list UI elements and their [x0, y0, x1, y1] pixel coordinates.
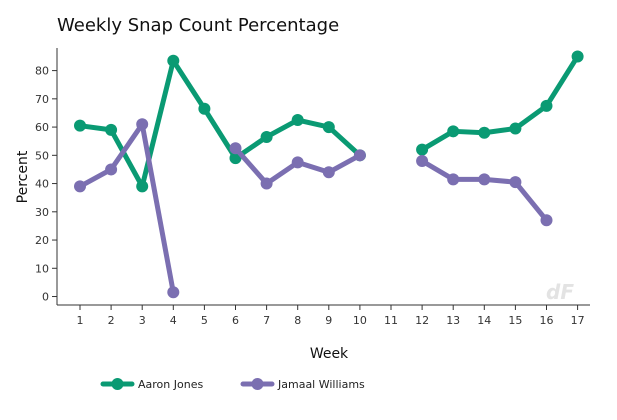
data-point: [540, 214, 553, 227]
data-point: [136, 180, 149, 193]
x-tick-label: 1: [77, 314, 84, 327]
x-tick-label: 12: [415, 314, 429, 327]
data-point: [416, 143, 429, 156]
x-tick-label: 4: [170, 314, 177, 327]
y-tick-label: 50: [35, 149, 49, 162]
series-group: [74, 118, 553, 299]
data-point: [105, 123, 118, 136]
data-point: [447, 125, 460, 138]
y-axis-title: Percent: [15, 150, 31, 203]
y-tick-label: 20: [35, 234, 49, 247]
data-point: [167, 286, 180, 299]
data-point: [291, 114, 304, 127]
x-tick-label: 8: [294, 314, 301, 327]
legend: Aaron Jones Jamaal Williams: [100, 378, 365, 391]
y-tick-label: 40: [35, 178, 49, 191]
data-point: [509, 176, 522, 189]
x-tick-label: 5: [201, 314, 208, 327]
data-point: [322, 166, 335, 179]
series-layer: [74, 50, 584, 299]
data-point: [509, 122, 522, 135]
series-line: [77, 58, 363, 189]
watermark-logo: dF: [546, 280, 574, 304]
x-tick-label: 11: [384, 314, 398, 327]
x-tick-label: 15: [508, 314, 522, 327]
data-point: [571, 50, 584, 63]
data-point: [136, 118, 149, 131]
data-point: [260, 130, 273, 143]
legend-label: Jamaal Williams: [277, 378, 365, 391]
data-point: [229, 142, 242, 155]
y-tick-label: 60: [35, 121, 49, 134]
x-tick-label: 9: [325, 314, 332, 327]
data-point: [198, 102, 211, 115]
legend-swatch-marker: [251, 378, 264, 390]
x-tick-label: 2: [108, 314, 115, 327]
x-tick-label: 14: [477, 314, 491, 327]
data-point: [478, 126, 491, 139]
data-point: [540, 99, 553, 112]
y-tick-label: 30: [35, 206, 49, 219]
y-tick-label: 0: [42, 291, 49, 304]
x-tick-label: 3: [139, 314, 146, 327]
series-line: [419, 158, 549, 223]
x-tick-label: 6: [232, 314, 239, 327]
chart-title: Weekly Snap Count Percentage: [57, 15, 339, 36]
data-point: [74, 180, 86, 193]
data-point: [478, 173, 491, 186]
series-line: [77, 121, 176, 295]
x-axis-title: Week: [310, 346, 349, 362]
x-tick-label: 13: [446, 314, 460, 327]
y-tick-label: 70: [35, 93, 49, 106]
data-point: [105, 163, 118, 176]
x-tick-label: 17: [571, 314, 585, 327]
legend-label: Aaron Jones: [138, 378, 203, 391]
data-point: [353, 149, 366, 162]
data-point: [167, 54, 180, 67]
data-point: [260, 177, 273, 190]
y-tick-label: 10: [35, 262, 49, 275]
x-tick-label: 10: [353, 314, 367, 327]
x-tick-label: 7: [263, 314, 270, 327]
series-line: [419, 53, 581, 153]
data-point: [291, 156, 304, 169]
y-tick-label: 80: [35, 65, 49, 78]
data-point: [447, 173, 460, 186]
legend-swatch-marker: [111, 378, 124, 390]
x-tick-label: 16: [540, 314, 554, 327]
data-point: [416, 154, 429, 167]
series-group: [74, 50, 584, 193]
data-point: [322, 121, 335, 134]
data-point: [74, 119, 86, 132]
